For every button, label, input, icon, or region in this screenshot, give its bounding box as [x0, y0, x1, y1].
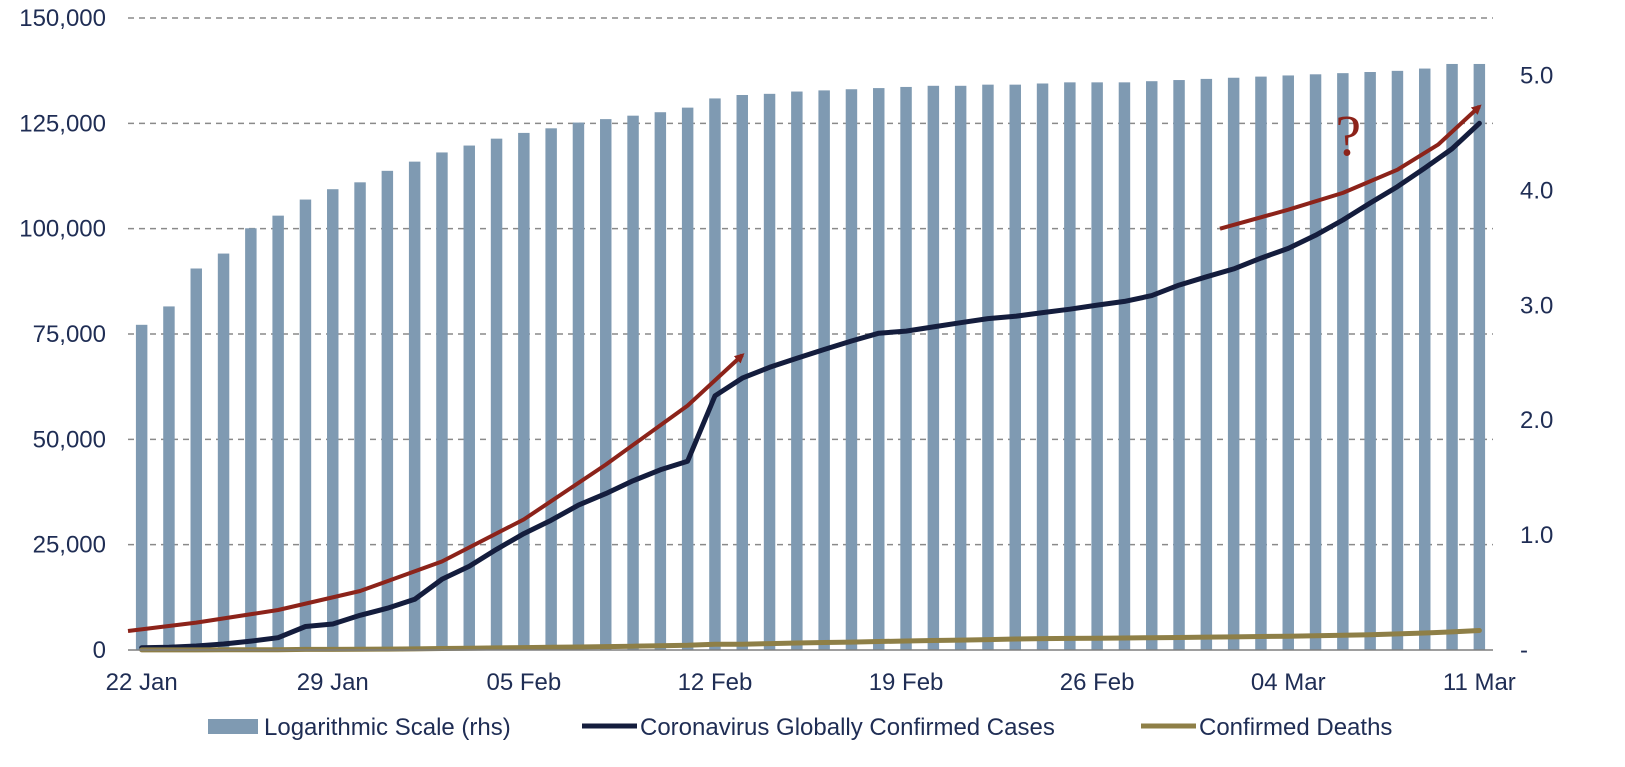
bar: [354, 182, 366, 650]
legend-item: Logarithmic Scale (rhs): [208, 714, 511, 741]
bar: [1009, 84, 1021, 650]
bar: [572, 122, 585, 651]
right-tick-label: 5.0: [1520, 62, 1553, 89]
bar: [545, 128, 557, 650]
bar: [190, 268, 202, 650]
trend-arrow-2: [1219, 104, 1482, 231]
bar: [408, 161, 421, 651]
bar: [873, 88, 885, 650]
bar: [1255, 76, 1267, 650]
bar: [1200, 78, 1213, 651]
bar: [954, 85, 967, 650]
right-tick-label: 2.0: [1520, 407, 1553, 434]
bar: [736, 94, 748, 651]
bar: [299, 199, 312, 650]
left-y-axis: 0 25,000 50,000 75,000 100,000 125,000 150,000: [19, 5, 106, 664]
bar: [627, 115, 639, 650]
bar: [1227, 77, 1240, 650]
bar: [1419, 68, 1431, 650]
bar: [791, 91, 803, 651]
right-tick-label: -: [1520, 637, 1528, 664]
bar: [654, 112, 667, 650]
bar: [927, 85, 940, 650]
bar: [681, 107, 694, 650]
bar: [1473, 63, 1486, 651]
right-tick-label: 4.0: [1520, 177, 1553, 204]
left-tick-label: 100,000: [19, 216, 106, 243]
line-series-layer: [139, 120, 1482, 653]
bar-series-logarithmic-scale: [135, 63, 1486, 651]
x-tick-label: 04 Mar: [1251, 669, 1326, 696]
legend-swatch: [208, 719, 258, 734]
bar: [900, 86, 912, 651]
bar: [1064, 82, 1076, 650]
legend-label: Coronavirus Globally Confirmed Cases: [640, 714, 1055, 741]
legend-label: Confirmed Deaths: [1199, 714, 1392, 741]
left-tick-label: 50,000: [33, 426, 106, 453]
bar: [327, 189, 339, 650]
bar: [1173, 80, 1185, 651]
bar: [1118, 82, 1131, 650]
bar: [1337, 73, 1349, 650]
right-tick-label: 3.0: [1520, 292, 1553, 319]
bar: [1446, 63, 1458, 651]
bar: [1146, 81, 1158, 650]
bar: [1091, 82, 1103, 650]
x-tick-label: 22 Jan: [106, 669, 178, 696]
bar: [1282, 75, 1294, 651]
bar: [217, 253, 230, 650]
bar: [518, 132, 530, 651]
left-tick-label: 150,000: [19, 5, 106, 32]
left-tick-label: 75,000: [33, 321, 106, 348]
line-confirmed-deaths: [139, 628, 1482, 653]
right-y-axis: - 1.0 2.0 3.0 4.0 5.0: [1520, 62, 1553, 664]
bar: [1036, 83, 1049, 651]
x-tick-label: 26 Feb: [1060, 669, 1135, 696]
bar: [163, 306, 175, 650]
bar: [1391, 70, 1404, 651]
x-tick-label: 05 Feb: [486, 669, 561, 696]
bar: [463, 145, 475, 651]
bar: [600, 119, 612, 651]
bar: [245, 228, 257, 650]
bar: [982, 84, 994, 650]
line-coronavirus-globally-confirmed-cases: [139, 120, 1482, 651]
bar: [763, 93, 776, 651]
x-tick-label: 29 Jan: [297, 669, 369, 696]
x-tick-label: 11 Mar: [1443, 669, 1516, 696]
legend-item: Coronavirus Globally Confirmed Cases: [582, 714, 1055, 741]
bar: [845, 89, 858, 650]
legend-label: Logarithmic Scale (rhs): [264, 714, 511, 741]
bar: [1364, 72, 1376, 651]
left-tick-label: 125,000: [19, 110, 106, 137]
bar: [135, 324, 148, 650]
bar: [490, 138, 503, 650]
question-mark-annotation: ?: [1335, 103, 1361, 168]
bar: [272, 215, 284, 651]
annotation-layer: ?: [127, 103, 1482, 633]
legend-item: Confirmed Deaths: [1141, 714, 1392, 741]
left-tick-label: 0: [93, 637, 106, 664]
left-tick-label: 25,000: [33, 532, 106, 559]
bar: [381, 170, 394, 650]
bar: [709, 98, 721, 651]
x-tick-label: 12 Feb: [678, 669, 753, 696]
legend: Logarithmic Scale (rhs) Coronavirus Globa…: [208, 714, 1392, 741]
bar: [436, 152, 448, 650]
right-tick-label: 1.0: [1520, 522, 1553, 549]
bar: [818, 90, 830, 651]
x-axis: 22 Jan 29 Jan 05 Feb 12 Feb 19 Feb 26 Feb 04 M…: [106, 649, 1516, 696]
x-tick-label: 19 Feb: [869, 669, 944, 696]
bar: [1309, 74, 1322, 650]
trend-arrow-1: [127, 353, 745, 633]
